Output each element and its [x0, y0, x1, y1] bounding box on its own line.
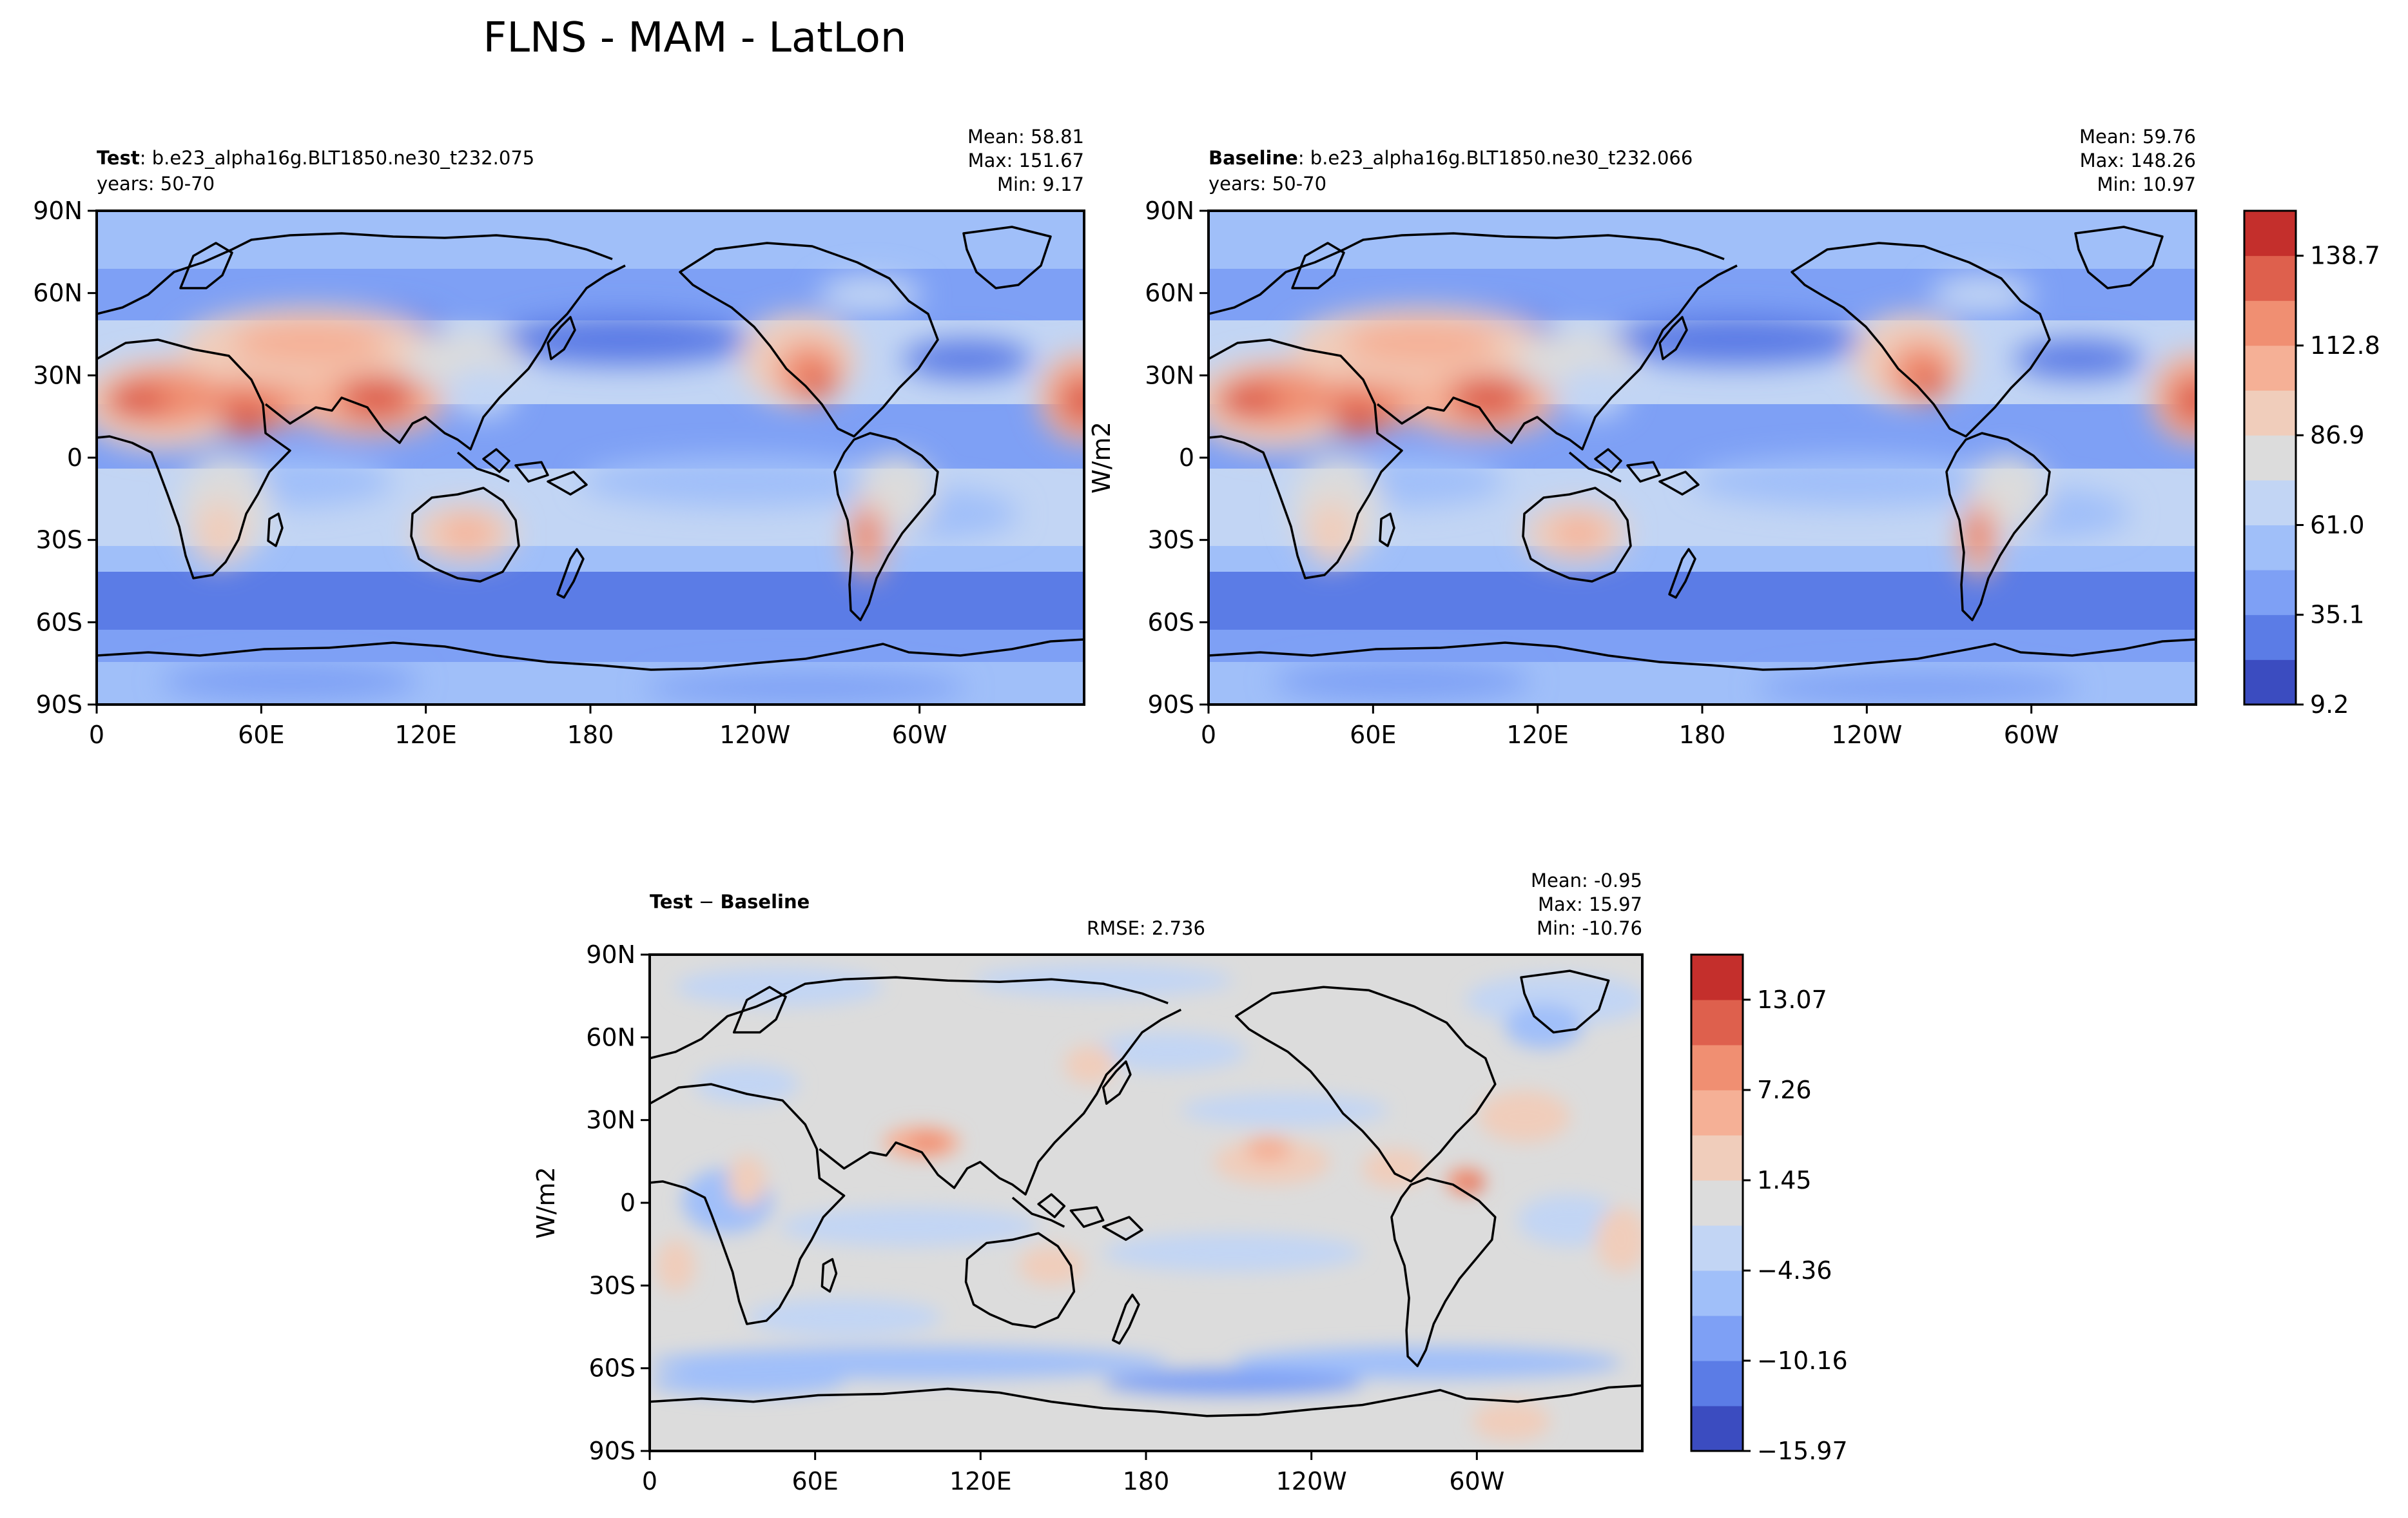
x-tick-label: 60E	[791, 1467, 838, 1495]
panel-stat: Min: 10.97	[2097, 173, 2196, 195]
x-tick-label: 120E	[1506, 721, 1569, 749]
colorbar-tick-label: 138.7	[2310, 242, 2380, 270]
panel-stat: Min: -10.76	[1537, 917, 1642, 939]
panel-stat: Max: 151.67	[968, 150, 1084, 171]
y-tick-label: 60N	[1145, 279, 1194, 307]
y-tick-label: 0	[67, 443, 83, 472]
panel-years: years: 50-70	[97, 173, 215, 195]
colorbar-segment	[2244, 255, 2296, 301]
y-tick-label: 30S	[36, 526, 83, 554]
colorbar-segment	[1691, 955, 1743, 1000]
x-tick-label: 120W	[1831, 721, 1902, 749]
y-tick-label: 90N	[1145, 197, 1194, 225]
figure-title: FLNS - MAM - LatLon	[483, 14, 907, 62]
colorbar-tick-label: −15.97	[1757, 1437, 1848, 1465]
panel-stat: Max: 15.97	[1538, 893, 1642, 915]
colorbar-segment	[1691, 1225, 1743, 1271]
y-tick-label: 90N	[586, 940, 636, 969]
y-tick-label: 60S	[1148, 608, 1194, 636]
y-tick-label: 90S	[589, 1437, 636, 1465]
colorbar-tick-label: 1.45	[1757, 1166, 1812, 1194]
colorbar-segment	[2244, 300, 2296, 346]
panel-stat: Mean: 58.81	[967, 126, 1084, 148]
y-tick-label: 60N	[586, 1023, 636, 1051]
panel-stat: Min: 9.17	[997, 173, 1084, 195]
y-tick-label: 60S	[36, 608, 83, 636]
panel-stat: Mean: -0.95	[1531, 870, 1642, 891]
x-tick-label: 0	[642, 1467, 657, 1495]
y-tick-label: 60N	[33, 279, 83, 307]
colorbar-segment	[2244, 480, 2296, 525]
colorbar-segment	[2244, 211, 2296, 257]
colorbar-tick-label: 35.1	[2310, 601, 2365, 629]
y-tick-label: 60S	[589, 1354, 636, 1383]
colorbar: 9.2 35.1 61.0 86.9 112.8 138.7 W/m2	[1087, 209, 2380, 719]
colorbar-segment	[1691, 1406, 1743, 1452]
colorbar-segment	[2244, 659, 2296, 705]
y-tick-label: 30N	[586, 1106, 636, 1134]
colorbar-tick-label: −4.36	[1757, 1256, 1832, 1285]
y-tick-label: 90S	[36, 690, 83, 719]
x-tick-label: 180	[1123, 1467, 1170, 1495]
x-tick-label: 0	[89, 721, 104, 749]
colorbar-tick-label: 86.9	[2310, 421, 2365, 449]
colorbar-segment	[1691, 1316, 1743, 1361]
colorbar-tick-label: 13.07	[1757, 986, 1827, 1014]
y-tick-label: 30S	[1148, 526, 1194, 554]
panel-case-label: Test − Baseline	[650, 891, 810, 913]
y-tick-label: 30S	[589, 1271, 636, 1299]
panel-years: years: 50-70	[1209, 173, 1326, 195]
x-tick-label: 180	[567, 721, 614, 749]
colorbar-tick-label: 7.26	[1757, 1076, 1812, 1104]
colorbar-segment	[2244, 570, 2296, 616]
colorbar-label: W/m2	[1087, 422, 1116, 494]
colorbar-segment	[1691, 1270, 1743, 1316]
colorbar-segment	[1691, 1000, 1743, 1046]
colorbar-segment	[2244, 345, 2296, 391]
colorbar-tick-label: 61.0	[2310, 511, 2365, 539]
map-panel-difference: 0 60E 120E 180 120W 60W 90N 60N 30N 0 30S 60S 90S Tes…	[586, 870, 1644, 1495]
x-tick-label: 0	[1201, 721, 1216, 749]
colorbar-segment	[2244, 390, 2296, 436]
y-tick-label: 0	[620, 1189, 636, 1217]
y-tick-label: 30N	[33, 361, 83, 389]
x-tick-label: 180	[1679, 721, 1726, 749]
colorbar-label: W/m2	[532, 1167, 560, 1239]
y-tick-label: 90N	[33, 197, 83, 225]
map-panel-test: 0 60E 120E 180 120W 60W 90N 60N 30N 0 30S 60S 90S Tes…	[33, 126, 1085, 749]
x-tick-label: 60W	[2004, 721, 2059, 749]
colorbar-segment	[1691, 1045, 1743, 1091]
panel-rmse: RMSE: 2.736	[1087, 917, 1205, 939]
colorbar-tick-label: 9.2	[2310, 690, 2349, 719]
colorbar-segment	[2244, 525, 2296, 570]
colorbar-segment	[1691, 1090, 1743, 1136]
y-tick-label: 30N	[1145, 361, 1194, 389]
y-tick-label: 90S	[1148, 690, 1194, 719]
colorbar-segment	[1691, 1180, 1743, 1226]
x-tick-label: 120E	[949, 1467, 1012, 1495]
colorbar: −15.97 −10.16 −4.36 1.45 7.26 13.07 W/m2	[532, 953, 1848, 1465]
colorbar-segment	[1691, 1135, 1743, 1181]
x-tick-label: 60W	[892, 721, 947, 749]
x-tick-label: 60E	[1350, 721, 1396, 749]
y-tick-label: 0	[1179, 443, 1194, 472]
colorbar-segment	[1691, 1361, 1743, 1406]
panel-stat: Mean: 59.76	[2079, 126, 2196, 148]
x-tick-label: 60W	[1449, 1467, 1504, 1495]
colorbar-segment	[2244, 435, 2296, 481]
x-tick-label: 60E	[238, 721, 284, 749]
map-panel-baseline: 0 60E 120E 180 120W 60W 90N 60N 30N 0 30S 60S 90S Bas…	[1145, 126, 2197, 749]
x-tick-label: 120E	[394, 721, 457, 749]
panel-case-label: Baseline: b.e23_alpha16g.BLT1850.ne30_t2…	[1209, 147, 1693, 169]
colorbar-tick-label: 112.8	[2310, 331, 2380, 360]
x-tick-label: 120W	[1276, 1467, 1347, 1495]
panel-case-label: Test: b.e23_alpha16g.BLT1850.ne30_t232.0…	[97, 147, 534, 169]
panel-stat: Max: 148.26	[2080, 150, 2196, 171]
x-tick-label: 120W	[719, 721, 790, 749]
colorbar-segment	[2244, 614, 2296, 660]
colorbar-tick-label: −10.16	[1757, 1347, 1848, 1375]
